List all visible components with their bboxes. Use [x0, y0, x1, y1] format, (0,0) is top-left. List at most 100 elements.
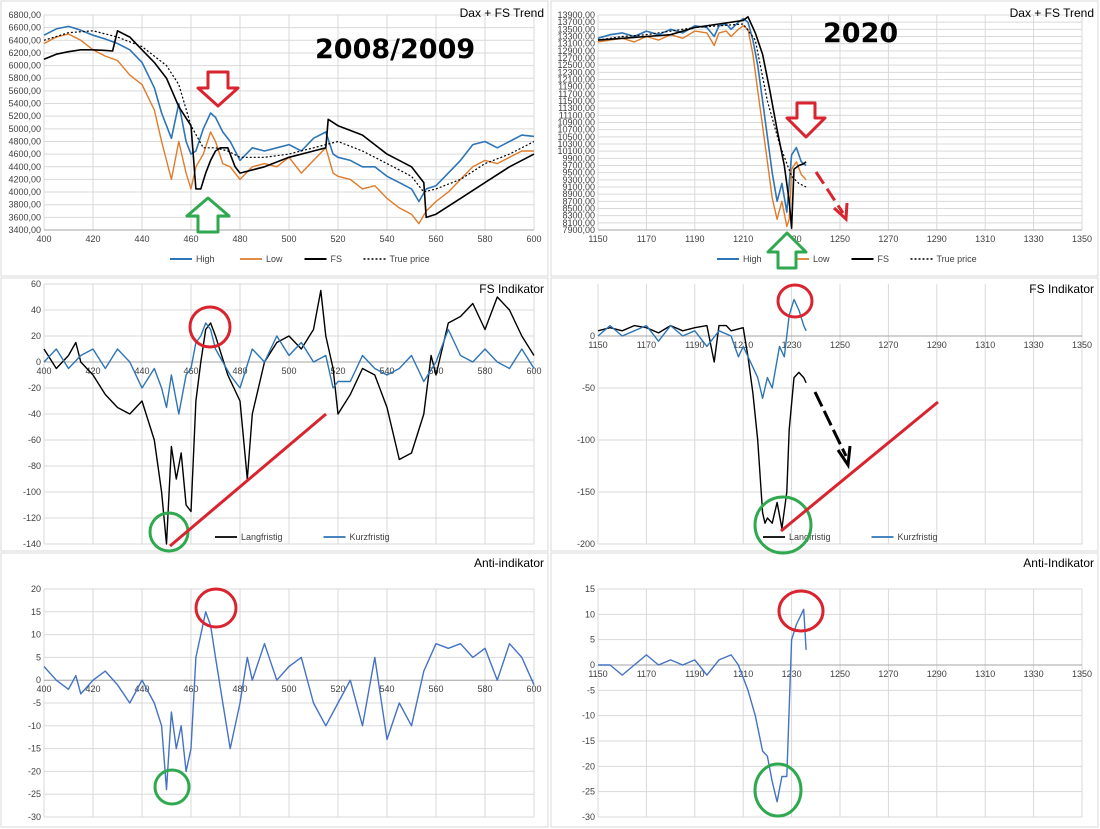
panel-frame [0, 552, 549, 828]
x-tick-label: 1230 [782, 669, 802, 679]
chart-panel-6: -30 -25 -20 -15 -10 -5 0 5 10 15 1150 1170 1190 1210 1… [582, 556, 1094, 822]
y-tick-label: 10 [31, 630, 41, 640]
legend-label: True price [937, 254, 977, 264]
y-tick-label: 13500,00 [557, 24, 595, 34]
y-tick-label: 8900,00 [562, 189, 595, 199]
y-tick-label: 0 [590, 660, 595, 670]
x-tick-label: 1170 [637, 669, 656, 679]
y-tick-label: -5 [33, 698, 41, 708]
red-circle-marker [188, 305, 232, 349]
chart-title: FS Indikator [479, 282, 544, 296]
x-tick-label: 400 [36, 234, 51, 244]
y-tick-label: 9300,00 [562, 175, 595, 185]
series-line-true-price [597, 23, 807, 188]
series-line-fs [43, 29, 535, 219]
x-tick-label: 1170 [637, 340, 656, 350]
x-tick-label: 1210 [733, 340, 753, 350]
y-tick-label: 12900,00 [557, 46, 595, 56]
y-tick-label: -120 [23, 513, 41, 523]
y-tick-label: 11900,00 [558, 82, 595, 92]
y-tick-label: 3800,00 [8, 200, 41, 210]
x-tick-label: 1190 [685, 340, 704, 350]
x-tick-label: 1170 [637, 234, 656, 244]
panel-frame [550, 0, 1099, 277]
x-tick-label: 480 [232, 234, 247, 244]
y-tick-label: 20 [31, 584, 41, 594]
legend-label: Low [266, 254, 283, 264]
y-tick-label: 13300,00 [557, 32, 595, 42]
x-tick-label: 420 [85, 234, 100, 244]
period-heading-left: 2008/2009 [315, 34, 475, 65]
chart-panel-2: 7900,008100,008300,008500,008700,008900,… [557, 6, 1094, 264]
x-tick-label: 520 [330, 366, 345, 376]
y-tick-label: 4600,00 [8, 149, 41, 159]
y-tick-label: -30 [582, 812, 595, 822]
legend-label: High [743, 254, 762, 264]
chart-panel-1: 3400,00 3600,00 3800,00 4000,00 4200,00 4400,… [8, 6, 544, 264]
y-tick-label: 9100,00 [562, 182, 595, 192]
y-tick-label: 10300,00 [557, 139, 595, 149]
x-tick-label: 1270 [878, 340, 898, 350]
x-tick-label: 540 [379, 366, 394, 376]
legend-label: Kurzfristig [898, 532, 938, 542]
series-line-true-price [43, 30, 535, 193]
x-tick-label: 1210 [733, 669, 753, 679]
y-tick-label: 10 [585, 609, 595, 619]
series-line-high [43, 25, 535, 203]
chart-title: Anti-Indikator [1023, 556, 1094, 570]
x-tick-label: 560 [428, 684, 443, 694]
series-line-fs [597, 15, 807, 229]
y-tick-label: -20 [28, 766, 41, 776]
y-tick-label: 9500,00 [562, 168, 595, 178]
y-tick-label: 5 [36, 652, 41, 662]
x-tick-label: 1250 [830, 234, 850, 244]
x-tick-label: 480 [232, 684, 247, 694]
y-tick-label: 9900,00 [562, 153, 595, 163]
panel-frame [550, 552, 1099, 828]
y-tick-label: 12700,00 [557, 53, 595, 63]
y-tick-label: -100 [577, 435, 595, 445]
y-tick-label: -10 [28, 721, 41, 731]
red-circle-marker [777, 589, 825, 633]
legend-label: True price [390, 254, 430, 264]
x-tick-label: 460 [183, 684, 198, 694]
x-tick-label: 560 [428, 234, 443, 244]
x-tick-label: 440 [134, 684, 149, 694]
x-tick-label: 1190 [685, 669, 704, 679]
y-tick-label: 5200,00 [8, 111, 41, 121]
y-tick-label: 6800,00 [8, 10, 41, 20]
y-tick-label: -100 [23, 487, 41, 497]
chart-panel-5: -30 -25 -20 -15 -10 -5 0 5 10 15 20 400 420 440 460 480… [28, 556, 544, 822]
y-tick-label: 13100,00 [557, 39, 595, 49]
y-tick-label: 5 [590, 635, 595, 645]
legend-label: Kurzfristig [350, 532, 390, 542]
x-tick-label: 580 [477, 684, 492, 694]
y-tick-label: -40 [28, 409, 41, 419]
x-tick-label: 1290 [927, 234, 947, 244]
y-tick-label: -25 [28, 789, 41, 799]
y-tick-label: 13900,00 [557, 10, 595, 20]
x-tick-label: 1290 [927, 669, 947, 679]
series-line-kurzfristig [597, 298, 807, 400]
green-up-arrow-icon [766, 231, 808, 270]
green-circle-marker [753, 495, 813, 555]
y-tick-label: 11500,00 [558, 96, 595, 106]
y-tick-label: 3400,00 [8, 225, 41, 235]
y-tick-label: 4000,00 [8, 187, 41, 197]
green-up-arrow-icon [185, 196, 231, 234]
y-tick-label: 10700,00 [557, 125, 595, 135]
y-tick-label: 11300,00 [558, 103, 595, 113]
chart-title: FS Indikator [1029, 282, 1094, 296]
y-tick-label: 11700,00 [558, 89, 595, 99]
chart-title: Dax + FS Trend [1010, 6, 1094, 20]
x-tick-label: 480 [232, 366, 247, 376]
series-line-anti-indikator [43, 611, 535, 791]
x-tick-label: 540 [379, 234, 394, 244]
x-tick-label: 1150 [588, 340, 607, 350]
panel-frame [550, 277, 1099, 552]
red-down-arrow-icon [196, 70, 240, 108]
y-tick-label: 6600,00 [8, 23, 41, 33]
x-tick-label: 600 [526, 366, 541, 376]
x-tick-label: 440 [134, 366, 149, 376]
x-tick-label: 1350 [1072, 340, 1092, 350]
